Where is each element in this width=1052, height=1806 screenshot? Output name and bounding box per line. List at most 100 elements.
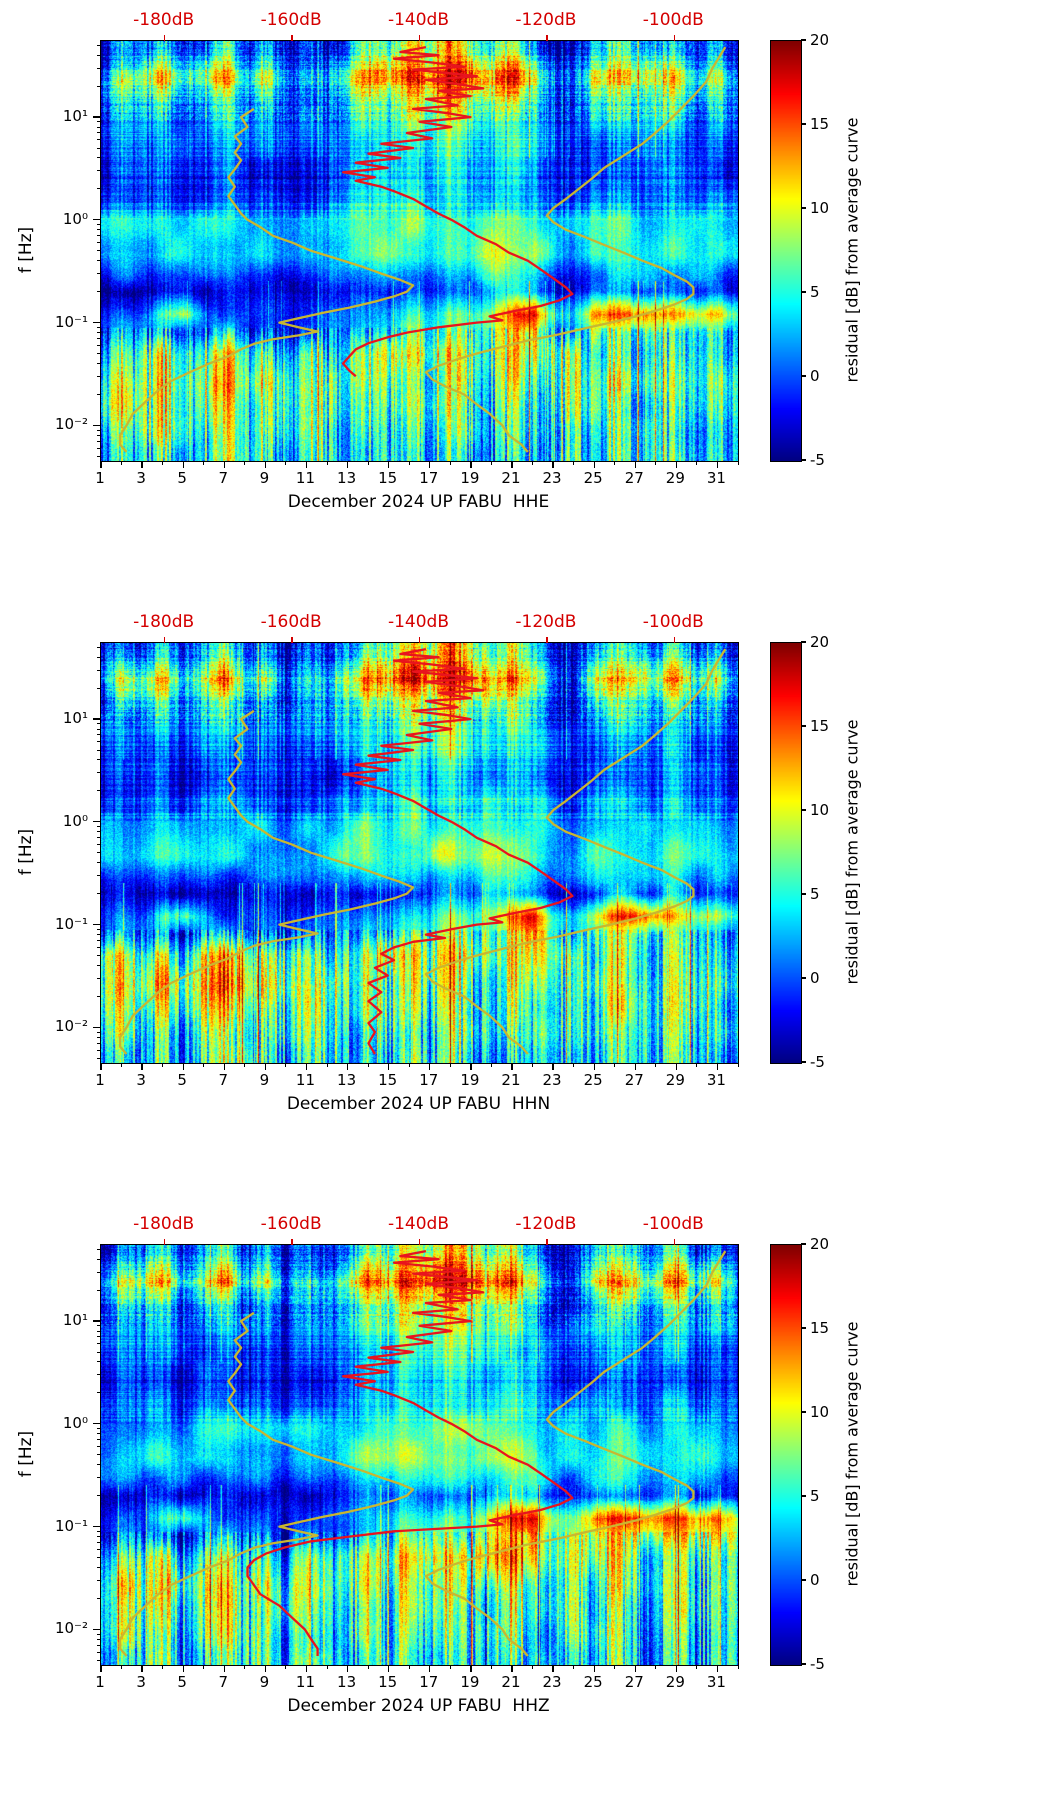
y-axis-minor-tick: [97, 749, 101, 751]
y-axis-minor-tick: [97, 157, 101, 159]
y-axis-minor-tick: [97, 1374, 101, 1376]
y-axis-minor-tick: [97, 1330, 101, 1332]
x-tick-label: 21: [501, 1071, 521, 1089]
y-axis-tick: [93, 1423, 101, 1425]
x-axis-minor-tick: [285, 461, 287, 465]
x-tick-label: 15: [378, 1673, 398, 1691]
colorbar-tick: [801, 375, 806, 377]
y-tick-label: 10⁻²: [54, 1017, 88, 1036]
x-axis-minor-tick: [367, 1063, 369, 1067]
y-axis-label: f [Hz]: [16, 1430, 36, 1478]
y-axis-minor-tick: [97, 1530, 101, 1532]
y-axis-minor-tick: [97, 67, 101, 69]
y-axis-minor-tick: [97, 393, 101, 395]
average-psd-curve: [341, 647, 574, 1055]
colorbar-tick: [801, 641, 806, 643]
x-tick-label: 31: [706, 469, 726, 487]
x-axis-tick: [716, 1063, 719, 1070]
y-axis-minor-tick: [97, 831, 101, 833]
colorbar: [770, 40, 802, 462]
y-axis-minor-tick: [97, 375, 101, 377]
noise-model-high-curve: [424, 46, 727, 453]
x-axis-minor-tick: [326, 1665, 328, 1669]
top-db-tick-label: -100dB: [642, 612, 704, 632]
y-axis-minor-tick: [97, 1289, 101, 1291]
y-axis-minor-tick: [97, 862, 101, 864]
x-axis-minor-tick: [121, 1063, 123, 1067]
colorbar-gradient: [771, 643, 801, 1063]
y-axis-minor-tick: [97, 1271, 101, 1273]
y-axis-minor-tick: [97, 139, 101, 141]
y-axis-minor-tick: [97, 1361, 101, 1363]
y-axis-minor-tick: [97, 1042, 101, 1044]
x-axis-tick: [593, 1665, 595, 1672]
x-axis-tick: [182, 1063, 184, 1070]
colorbar-gradient: [771, 1245, 801, 1665]
x-axis-minor-tick: [614, 461, 616, 465]
colorbar: [770, 642, 802, 1064]
y-axis-minor-tick: [97, 188, 101, 190]
x-axis-tick: [141, 1063, 143, 1070]
noise-model-low-curve: [118, 107, 415, 453]
x-axis-label: December 2024 UP FABU HHE: [287, 492, 550, 512]
x-axis-tick: [100, 1063, 102, 1070]
x-axis-minor-tick: [367, 461, 369, 465]
x-axis-tick: [305, 461, 308, 468]
x-axis-tick: [346, 1063, 349, 1070]
y-axis-minor-tick: [97, 338, 101, 340]
x-axis-minor-tick: [490, 1063, 492, 1067]
top-axis-tick: [546, 35, 548, 41]
x-axis-tick: [264, 1063, 267, 1070]
y-axis-minor-tick: [97, 1057, 101, 1059]
top-axis-tick: [673, 637, 676, 643]
colorbar-tick: [801, 809, 806, 811]
y-axis-minor-tick: [97, 940, 101, 942]
y-axis-minor-tick: [97, 1651, 101, 1653]
y-axis-minor-tick: [97, 1495, 101, 1497]
noise-model-high-curve: [424, 648, 727, 1055]
x-tick-label: 17: [419, 1071, 439, 1089]
y-axis-minor-tick: [97, 1536, 101, 1538]
colorbar-tick-label: 15: [810, 1319, 830, 1337]
y-axis-minor-tick: [97, 147, 101, 149]
colorbar-tick: [801, 1327, 806, 1329]
top-db-tick-label: -180dB: [133, 612, 195, 632]
colorbar-tick: [801, 725, 806, 727]
top-db-tick-label: -180dB: [133, 1214, 195, 1234]
y-axis-minor-tick: [97, 826, 101, 828]
top-axis-tick: [418, 1239, 421, 1245]
spectrogram-panel: f [Hz] December 2024 UP FABU HHZ residua…: [0, 1204, 1052, 1806]
y-axis-minor-tick: [97, 273, 101, 275]
spectrogram-heatmap: [101, 1245, 738, 1665]
x-tick-label: 27: [624, 469, 644, 487]
top-db-tick-label: -100dB: [642, 1214, 704, 1234]
top-axis-tick: [163, 637, 166, 643]
colorbar-tick-label: 20: [810, 633, 830, 651]
y-axis-tick: [93, 1320, 101, 1322]
y-axis-minor-tick: [97, 1343, 101, 1345]
x-axis-minor-tick: [696, 1063, 698, 1067]
spectrogram-panel: f [Hz] December 2024 UP FABU HHN residua…: [0, 602, 1052, 1204]
top-db-tick-label: -180dB: [133, 10, 195, 30]
x-tick-label: 25: [583, 469, 603, 487]
y-tick-label: 10¹: [62, 107, 88, 126]
x-axis-tick: [141, 461, 143, 468]
x-axis-minor-tick: [203, 461, 205, 465]
y-axis-tick: [93, 821, 101, 823]
colorbar: [770, 1244, 802, 1666]
x-axis-tick: [346, 1665, 349, 1672]
x-axis-tick: [511, 1665, 513, 1672]
x-axis-tick: [182, 461, 184, 468]
y-axis-minor-tick: [97, 1428, 101, 1430]
y-tick-label: 10⁰: [62, 811, 88, 830]
top-axis-tick: [418, 35, 421, 41]
x-axis-minor-tick: [614, 1665, 616, 1669]
y-axis-minor-tick: [97, 1248, 101, 1250]
x-axis-tick: [675, 1665, 677, 1672]
y-axis-minor-tick: [97, 54, 101, 56]
top-axis-tick: [673, 35, 676, 41]
top-db-tick-label: -160dB: [260, 1214, 322, 1234]
x-axis-tick: [141, 1665, 143, 1672]
y-tick-label: 10⁻¹: [54, 312, 88, 331]
